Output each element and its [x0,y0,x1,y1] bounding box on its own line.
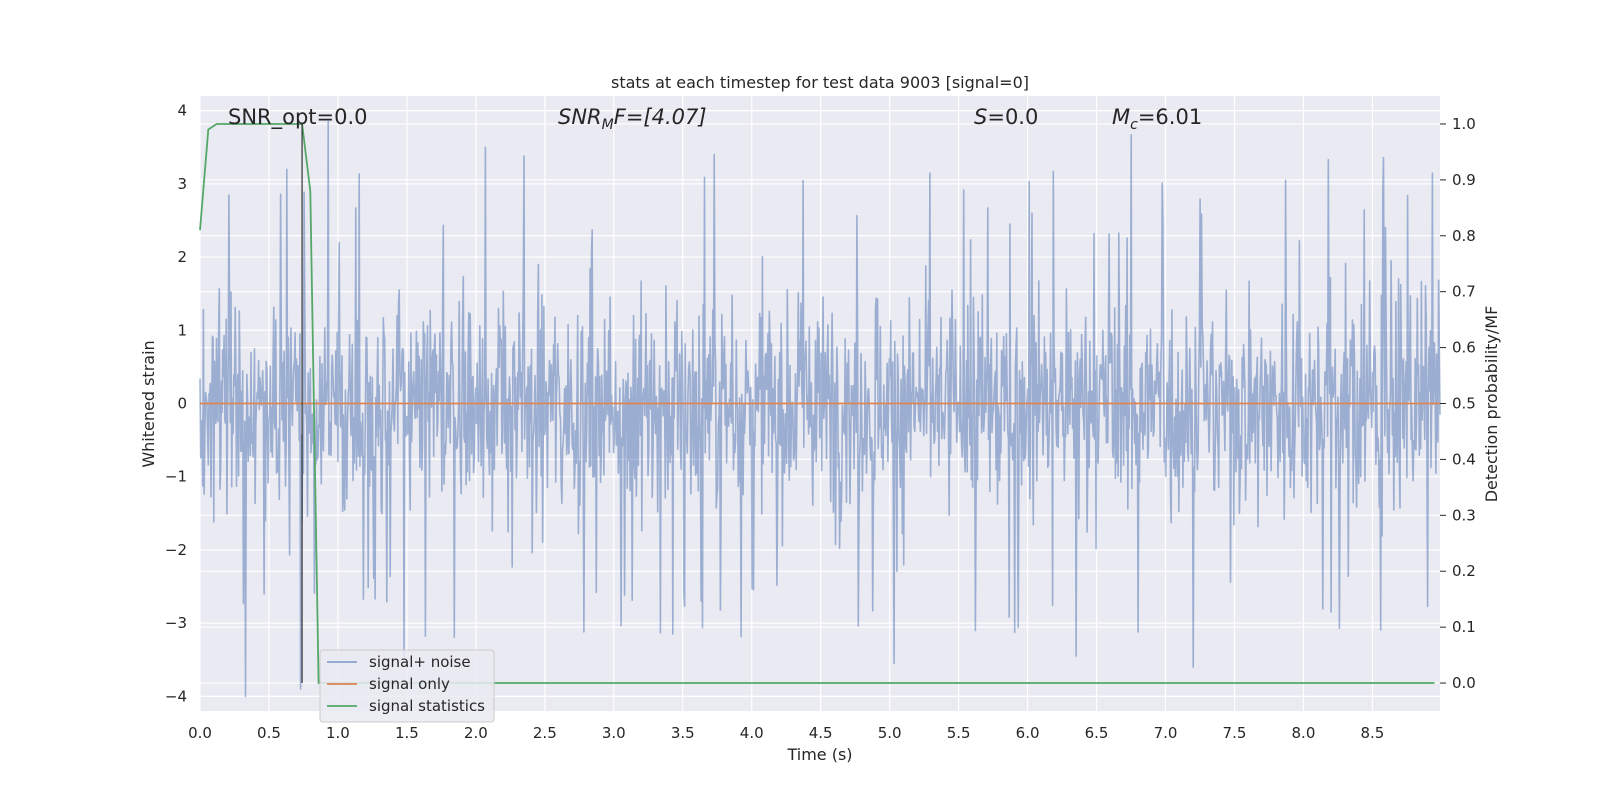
x-tick-labels: 0.0 0.5 1.0 1.5 2.0 2.5 3.0 3.5 4.0 4.5 5.0 5.5 6.0 6… [188,724,1384,742]
y-tick-label: −2 [165,541,187,559]
annotation-snr-mf-suffix: F=[4.07] [614,105,707,129]
y2-tick-label: 0.8 [1452,227,1476,245]
legend-box [319,649,495,723]
annotation-snr-mf-prefix: SNR [558,105,602,129]
annotation-s-suffix: =0.0 [987,105,1038,129]
annotation-snr-mf: SNRMF=[4.07] [558,105,707,133]
chart-title: stats at each timestep for test data 900… [611,73,1029,92]
y2-axis-label: Detection probability/MF [1482,306,1501,503]
y2-tick-label: 0.5 [1452,395,1476,413]
y2-tick-label: 0.7 [1452,283,1476,301]
series-lines [199,123,1440,684]
x-tick-label: 0.5 [257,724,281,742]
series-signal-noise [199,120,1441,698]
y-tick-label: 2 [177,248,187,266]
annotation-s-prefix: S [974,105,987,129]
y-tick-label: −3 [165,614,187,632]
annotation-mc-prefix: M [1112,105,1130,129]
x-axis-label: Time (s) [786,745,852,764]
x-tick-label: 3.0 [602,724,626,742]
x-tick-label: 6.5 [1085,724,1109,742]
series-line-signal-statistics [199,123,1435,684]
y-tick-labels: −4 −3 −2 −1 0 1 2 3 4 [165,102,187,706]
x-tick-label: 3.5 [671,724,695,742]
annotation-mc-suffix: =6.01 [1138,105,1202,129]
annotation-s: S=0.0 [974,105,1038,129]
y2-tick-label: 0.1 [1452,618,1476,636]
x-tick-label: 5.0 [878,724,902,742]
x-tick-label: 4.0 [740,724,764,742]
x-tick-label: 1.0 [326,724,350,742]
y2-tick-labels: 0.0 0.1 0.2 0.3 0.4 0.5 0.6 0.7 0.8 0.9 1.0 [1440,115,1476,692]
y2-tick-label: 0.9 [1452,171,1476,189]
annotation-snr-mf-sub: M [602,117,614,133]
y-tick-label: −1 [165,468,187,486]
x-tick-label: 8.0 [1292,724,1316,742]
y2-tick-label: 0.4 [1452,450,1476,468]
annotation-mc: Mc=6.01 [1112,105,1202,133]
x-tick-label: 2.5 [533,724,557,742]
y-tick-label: 1 [177,321,187,339]
y2-tick-label: 1.0 [1452,115,1476,133]
x-tick-label: 6.0 [1016,724,1040,742]
x-tick-label: 0.0 [188,724,212,742]
y2-tick-label: 0.2 [1452,562,1476,580]
y-axis-label: Whitened strain [139,340,158,467]
x-tick-label: 4.5 [809,724,833,742]
legend-label-signal-noise: signal+ noise [369,653,471,671]
y2-tick-label: 0.3 [1452,506,1476,524]
annotation-snr-opt: SNR_opt=0.0 [228,105,368,130]
legend-label-signal-only: signal only [369,675,450,693]
x-tick-label: 1.5 [395,724,419,742]
x-tick-label: 8.5 [1360,724,1384,742]
y-tick-label: −4 [165,687,187,705]
annotation-mc-sub: c [1130,117,1138,133]
y-tick-label: 0 [177,395,187,413]
x-tick-label: 5.5 [947,724,971,742]
legend: signal+ noise signal only signal statist… [319,649,495,723]
series-line-signal-noise [199,120,1441,698]
y-tick-label: 4 [177,102,187,120]
x-tick-label: 2.0 [464,724,488,742]
x-tick-label: 7.0 [1154,724,1178,742]
y-tick-label: 3 [177,175,187,193]
legend-label-signal-statistics: signal statistics [369,697,485,715]
x-tick-label: 7.5 [1223,724,1247,742]
y2-tick-label: 0.6 [1452,339,1476,357]
y2-tick-label: 0.0 [1452,674,1476,692]
